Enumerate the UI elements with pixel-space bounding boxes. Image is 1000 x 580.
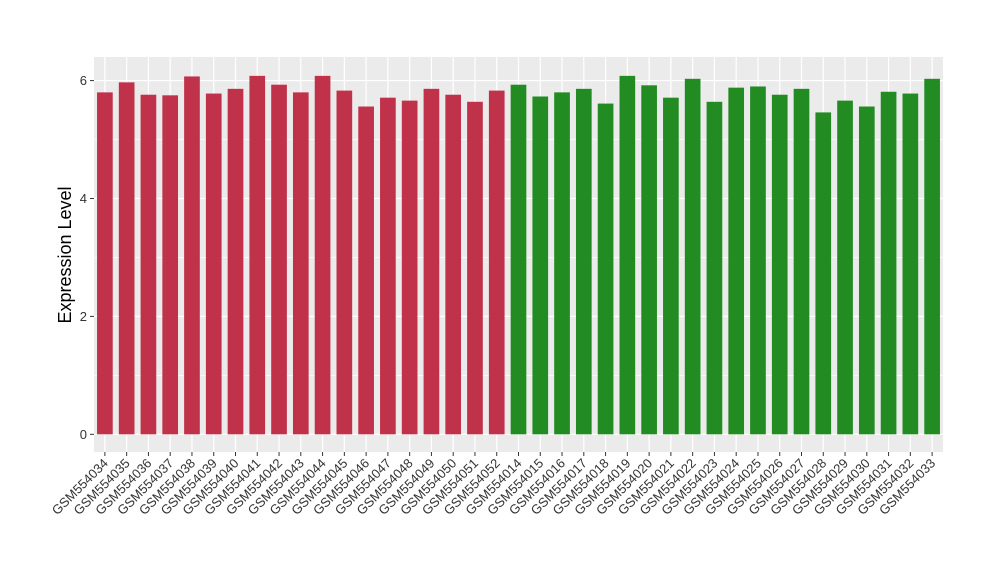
bar	[118, 82, 135, 435]
bar	[750, 86, 766, 435]
bar	[771, 94, 788, 435]
bar	[858, 106, 875, 435]
bar	[684, 78, 701, 435]
bar	[619, 75, 636, 435]
y-tick-label: 2	[80, 309, 87, 324]
bar	[510, 84, 527, 435]
bar	[575, 88, 592, 435]
bar	[488, 90, 505, 435]
bar	[728, 87, 745, 435]
bar	[336, 90, 353, 435]
bar	[97, 92, 113, 435]
y-axis-title: Expression Level	[55, 186, 75, 323]
bar	[902, 93, 919, 435]
bar	[815, 112, 832, 435]
bar	[837, 100, 853, 435]
bar	[880, 91, 897, 435]
bar	[663, 97, 679, 435]
y-tick-label: 0	[80, 427, 87, 442]
y-tick-label: 4	[80, 191, 87, 206]
bar	[467, 101, 483, 435]
bar	[532, 96, 549, 435]
y-tick-label: 6	[80, 73, 87, 88]
bar	[445, 94, 462, 435]
bar	[271, 84, 287, 435]
bar	[314, 75, 331, 435]
bar	[793, 88, 810, 435]
bar	[249, 75, 266, 435]
bar	[162, 95, 179, 435]
bar	[706, 101, 723, 435]
bar	[924, 78, 940, 435]
bar	[205, 93, 222, 435]
bar	[380, 97, 396, 435]
bar	[184, 76, 200, 435]
bar	[227, 88, 244, 435]
bar	[423, 88, 440, 435]
bar	[597, 103, 614, 435]
bar	[401, 100, 418, 435]
bar	[140, 94, 157, 435]
bar	[641, 85, 657, 435]
bar	[358, 106, 374, 435]
bar	[554, 92, 570, 435]
bar	[292, 92, 309, 435]
